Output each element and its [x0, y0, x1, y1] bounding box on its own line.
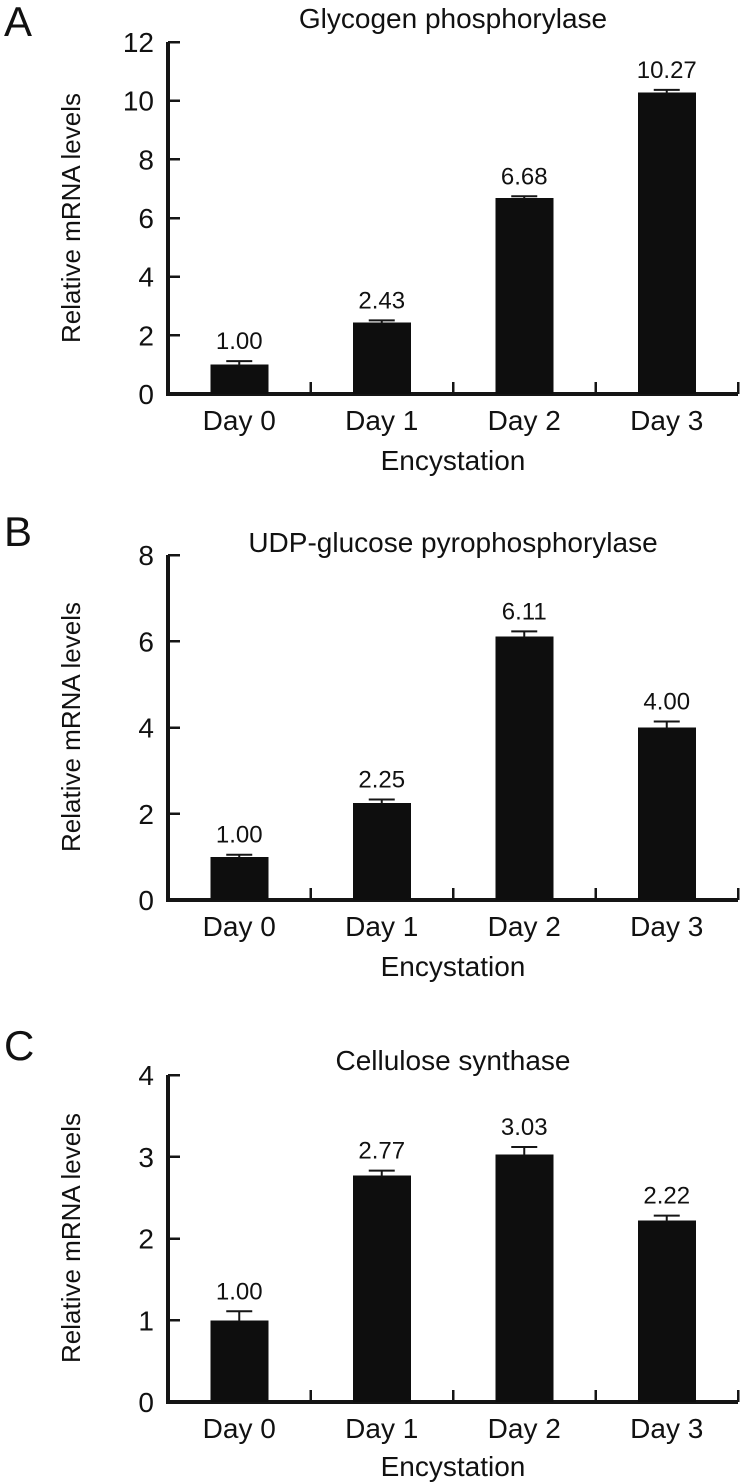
category-label: Day 3 [630, 911, 703, 942]
bar-value-label: 4.00 [643, 688, 690, 715]
category-label: Day 3 [630, 405, 703, 436]
bar-day3 [637, 727, 696, 900]
bar-day1 [352, 322, 411, 394]
y-tick-label: 0 [138, 1387, 154, 1418]
y-tick-label: 8 [138, 144, 154, 175]
category-label: Day 0 [203, 405, 276, 436]
y-tick-label: 12 [123, 27, 154, 58]
bar-value-label: 3.03 [501, 1114, 548, 1141]
y-tick-label: 4 [138, 713, 154, 744]
category-label: Day 2 [488, 1413, 561, 1444]
panel-c-letter: C [4, 1022, 34, 1069]
bar-value-label: 2.25 [358, 767, 405, 794]
bar-day2 [495, 1154, 554, 1402]
panel-c-y-axis-label: Relative mRNA levels [56, 1113, 86, 1363]
y-tick-label: 4 [138, 262, 154, 293]
bar-value-label: 6.11 [502, 598, 547, 625]
bar-day1 [352, 1175, 411, 1402]
y-tick-label: 6 [138, 626, 154, 657]
y-tick-label: 10 [123, 86, 154, 117]
bar-day2 [495, 636, 554, 900]
y-tick-label: 6 [138, 203, 154, 234]
bar-day0 [210, 1320, 269, 1402]
bar-day3 [637, 92, 696, 394]
bar-day1 [352, 802, 411, 900]
bar-day3 [637, 1220, 696, 1402]
bar-value-label: 10.27 [637, 57, 697, 84]
panel-a-letter: A [4, 0, 32, 45]
panel-b-title: UDP-glucose pyrophosphorylase [248, 527, 657, 558]
bar-day0 [210, 364, 269, 394]
bar-value-label: 6.68 [501, 163, 548, 190]
panel-c-x-axis-label: Encystation [381, 1451, 526, 1482]
category-label: Day 2 [488, 911, 561, 942]
y-tick-label: 2 [138, 799, 154, 830]
bar-day0 [210, 856, 269, 900]
category-label: Day 1 [345, 405, 418, 436]
panel-b-plot: 0 2 4 6 8 1.00 Day 0 2.25 Day 1 6.11 Day 2 4.00 Day … [138, 540, 740, 942]
panel-b-letter: B [4, 508, 32, 555]
category-label: Day 1 [345, 1413, 418, 1444]
y-tick-label: 8 [138, 540, 154, 571]
bar-value-label: 1.00 [216, 1278, 263, 1305]
y-tick-label: 4 [138, 1060, 154, 1091]
panel-c-plot: 0 1 2 3 4 1.00 Day 0 2.77 Day 1 3.03 Day 2 2.22 Day … [138, 1060, 740, 1444]
y-tick-label: 2 [138, 320, 154, 351]
bar-value-label: 1.00 [216, 822, 263, 849]
panel-a-x-axis-label: Encystation [381, 445, 526, 476]
bar-value-label: 2.43 [358, 287, 405, 314]
panel-b-y-axis-label: Relative mRNA levels [56, 602, 86, 852]
y-tick-label: 2 [138, 1224, 154, 1255]
panel-c-title: Cellulose synthase [335, 1045, 570, 1076]
y-tick-label: 3 [138, 1142, 154, 1173]
panel-a-plot: 0 2 4 6 8 10 12 1.00 Day 0 2.43 Day 1 6.68 Day 2 10.2… [123, 27, 740, 436]
bar-value-label: 2.77 [358, 1138, 405, 1165]
panel-b-x-axis-label: Encystation [381, 951, 526, 982]
category-label: Day 2 [488, 405, 561, 436]
y-tick-label: 0 [138, 379, 154, 410]
panel-a-title: Glycogen phosphorylase [299, 3, 607, 34]
y-tick-label: 1 [138, 1305, 154, 1336]
panel-a-y-axis-label: Relative mRNA levels [56, 93, 86, 343]
category-label: Day 3 [630, 1413, 703, 1444]
y-tick-label: 0 [138, 885, 154, 916]
category-label: Day 0 [203, 911, 276, 942]
category-label: Day 0 [203, 1413, 276, 1444]
bar-value-label: 1.00 [216, 328, 263, 355]
category-label: Day 1 [345, 911, 418, 942]
bar-value-label: 2.22 [643, 1183, 690, 1210]
bar-day2 [495, 198, 554, 394]
